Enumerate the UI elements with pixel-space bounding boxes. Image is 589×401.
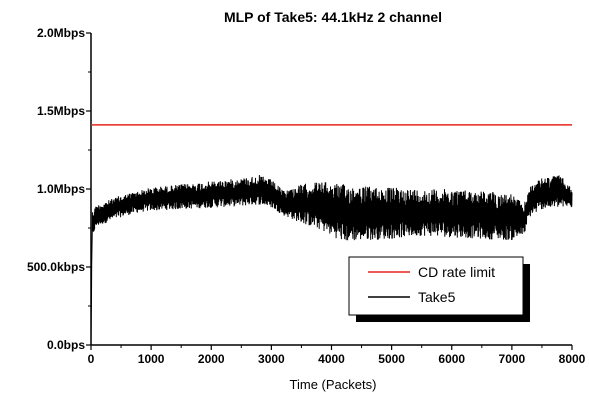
x-tick-label: 0 [88,352,95,366]
y-tick-label: 0.0bps [47,338,85,352]
legend-label-take5: Take5 [418,289,456,305]
x-tick-label: 3000 [258,352,285,366]
x-tick-label: 4000 [318,352,345,366]
chart-title: MLP of Take5: 44.1kHz 2 channel [224,9,442,25]
x-tick-label: 6000 [438,352,465,366]
x-tick-label: 7000 [499,352,526,366]
series-group [90,124,573,346]
series-line-take5 [90,174,573,346]
x-tick-label: 8000 [559,352,586,366]
legend-box [348,256,524,316]
x-axis-label: Time (Packets) [290,377,377,392]
y-tick-label: 1.0Mbps [37,182,85,196]
x-tick-label: 5000 [378,352,405,366]
legend-label-cd-rate-limit: CD rate limit [418,264,495,280]
legend: CD rate limit Take5 [348,256,530,322]
y-tick-label: 2.0Mbps [37,26,85,40]
x-axis: 0 1000 2000 3000 4000 5000 6000 7000 8000 [88,345,586,366]
y-tick-label: 1.5Mbps [37,104,85,118]
x-tick-label: 2000 [198,352,225,366]
x-tick-label: 1000 [138,352,165,366]
y-axis: 0.0bps 500.0kbps 1.0Mbps 1.5Mbps 2.0Mbps [27,26,91,352]
y-tick-label: 500.0kbps [27,260,85,274]
